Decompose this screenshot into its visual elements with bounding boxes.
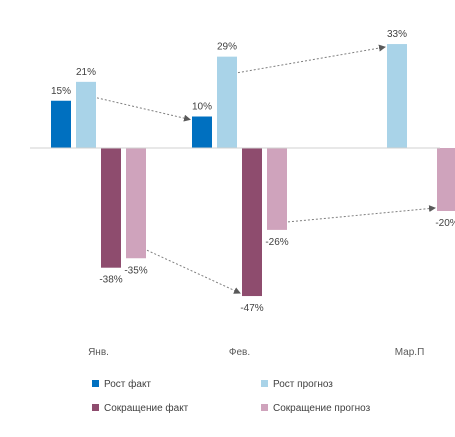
legend-label-3: Сокращение факт <box>104 402 189 414</box>
bar-1-2 <box>192 116 212 148</box>
data-label-4-3: -20% <box>435 218 455 229</box>
category-label-2: Фев. <box>229 347 250 358</box>
data-label-2-1: 21% <box>76 67 96 78</box>
data-label-2-3: 33% <box>387 29 407 40</box>
trend-arrow-3 <box>146 249 241 294</box>
legend-label-2: Рост прогноз <box>273 379 333 390</box>
legend-swatch-1 <box>92 380 99 387</box>
legend-swatch-3 <box>92 404 99 411</box>
bar-4-3 <box>437 148 455 211</box>
bar-4-1 <box>126 148 146 259</box>
bar-4-2 <box>267 148 287 230</box>
data-label-3-2: -47% <box>240 303 263 314</box>
legend-label-1: Рост факт <box>104 378 151 390</box>
data-label-1-1: 15% <box>51 86 71 97</box>
data-label-3-1: -38% <box>99 275 122 286</box>
data-label-4-1: -35% <box>124 265 147 276</box>
bar-1-1 <box>51 100 71 148</box>
data-label-1-2: 10% <box>192 102 212 113</box>
trend-arrow-2 <box>237 44 386 74</box>
data-label-4-2: -26% <box>265 237 288 248</box>
bar-3-1 <box>101 148 121 268</box>
bar-2-2 <box>217 56 237 148</box>
legend-swatch-4 <box>261 404 268 411</box>
legend-swatch-2 <box>261 380 268 387</box>
bar-2-3 <box>387 44 407 148</box>
category-label-1: Янв. <box>88 347 109 358</box>
bar-2-1 <box>76 81 96 148</box>
trend-arrow-1 <box>96 97 191 122</box>
data-label-2-2: 29% <box>217 42 237 53</box>
legend-label-4: Сокращение прогноз <box>273 403 371 414</box>
category-label-3: Мар.П <box>395 347 425 358</box>
trend-arrow-4 <box>287 205 436 223</box>
bar-3-2 <box>242 148 262 297</box>
